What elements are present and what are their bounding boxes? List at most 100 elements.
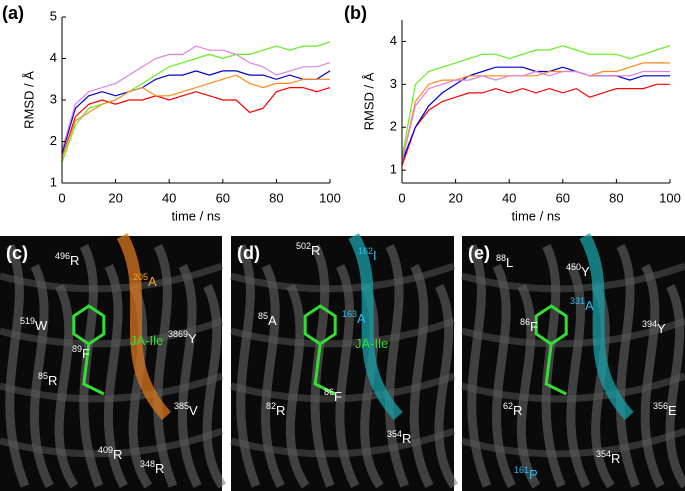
y-axis-label: RMSD / Å <box>21 71 36 129</box>
protein-ribbon <box>54 283 79 489</box>
x-tick-label: 80 <box>609 190 623 205</box>
residue-number: 162 <box>358 246 373 256</box>
protein-ribbon <box>461 262 685 293</box>
residue-label: 163A <box>342 309 366 326</box>
x-tick-label: 40 <box>502 190 516 205</box>
x-tick-label: 100 <box>319 190 341 205</box>
residue-label: 85A <box>258 311 277 328</box>
residue-number: 86 <box>324 387 334 397</box>
x-tick-label: 20 <box>108 190 122 205</box>
residue-label: 496R <box>55 251 79 268</box>
residue-label: 161P <box>514 465 538 482</box>
protein-ribbon <box>0 262 224 293</box>
residue-label: 86F <box>324 387 342 404</box>
residue-number: 89 <box>72 344 82 354</box>
residue-number: 163 <box>342 309 357 319</box>
residue-name: F <box>334 389 342 404</box>
protein-ribbon <box>434 283 459 489</box>
residue-label: 85R <box>38 371 57 388</box>
rmsd-line <box>61 70 331 155</box>
x-tick-label: 100 <box>659 190 681 205</box>
rmsd-line <box>61 45 331 150</box>
residue-number: 394 <box>642 319 657 329</box>
residue-name: R <box>311 243 320 258</box>
residue-name: Y <box>188 331 197 346</box>
residue-name: JA-Ile <box>130 333 163 348</box>
rmsd-line <box>61 74 330 159</box>
protein-ribbon <box>236 243 261 488</box>
protein-ribbon <box>516 283 541 489</box>
residue-name: R <box>276 403 285 418</box>
y-tick-label: 3 <box>390 76 397 91</box>
residue-name: F <box>82 346 90 361</box>
y-tick-label: 3 <box>50 91 57 106</box>
residue-name: R <box>48 373 57 388</box>
panel-label: (d) <box>237 243 260 263</box>
protein-ribbon <box>0 317 224 348</box>
protein-ribbon <box>230 427 456 458</box>
residue-name: A <box>148 274 157 289</box>
residue-name: A <box>585 298 594 313</box>
residue-number: 502 <box>296 241 311 251</box>
residue-number: 161 <box>514 465 529 475</box>
x-axis-label: time / ns <box>171 208 221 223</box>
protein-ribbon <box>285 283 310 489</box>
x-axis-label: time / ns <box>511 208 561 223</box>
residue-name: V <box>189 403 198 418</box>
residue-label: 348R <box>140 459 164 476</box>
residue-label: 88L <box>496 253 513 270</box>
protein-ribbon <box>461 427 685 458</box>
residue-number: 331 <box>570 296 585 306</box>
rmsd-line <box>401 83 670 166</box>
ligand <box>303 304 337 396</box>
protein-ribbon <box>461 317 685 348</box>
residue-number: 385 <box>174 401 189 411</box>
protein-ribbon <box>178 263 202 489</box>
y-tick-label: 2 <box>50 133 57 148</box>
y-axis-label: RMSD / Å <box>361 72 376 130</box>
protein-ribbon <box>467 243 492 488</box>
residue-label: 354R <box>596 449 620 466</box>
residue-label: 394Y <box>642 319 666 336</box>
residue-label: 82R <box>266 401 285 418</box>
residue-number: 354 <box>387 429 402 439</box>
y-tick-label: 2 <box>390 119 397 134</box>
protein-ribbon <box>202 283 227 489</box>
residue-label: 205A <box>133 272 157 289</box>
x-tick-label: 0 <box>58 190 65 205</box>
residue-name: R <box>113 447 122 462</box>
y-tick-label: 1 <box>50 174 57 189</box>
residue-number: 496 <box>55 251 70 261</box>
rmsd-line <box>61 87 331 159</box>
x-tick-label: 80 <box>269 190 283 205</box>
rmsd-line <box>401 45 671 158</box>
residue-name: R <box>513 403 522 418</box>
residue-number: 82 <box>266 401 276 411</box>
panel-label: (a) <box>2 3 24 23</box>
x-tick-label: 0 <box>398 190 405 205</box>
residue-name: A <box>357 311 366 326</box>
x-tick-label: 40 <box>162 190 176 205</box>
y-tick-label: 5 <box>50 8 57 23</box>
residue-label: 354R <box>387 429 411 446</box>
protein-ribbon <box>665 283 685 489</box>
residue-name: E <box>668 403 677 418</box>
ligand <box>72 304 106 396</box>
protein-ribbon <box>261 263 285 489</box>
residue-label: 356E <box>653 401 677 418</box>
protein-ribbon <box>30 263 54 489</box>
residue-name: R <box>611 451 620 466</box>
x-tick-label: 20 <box>448 190 462 205</box>
residue-label: 519W <box>20 316 48 333</box>
residue-name: R <box>155 461 164 476</box>
protein-ribbon <box>492 263 516 489</box>
residue-label: 385V <box>174 401 198 418</box>
protein-ribbon <box>5 243 30 488</box>
y-tick-label: 4 <box>390 33 397 48</box>
residue-label: 162I <box>358 246 377 263</box>
helix-ribbon <box>348 233 403 421</box>
